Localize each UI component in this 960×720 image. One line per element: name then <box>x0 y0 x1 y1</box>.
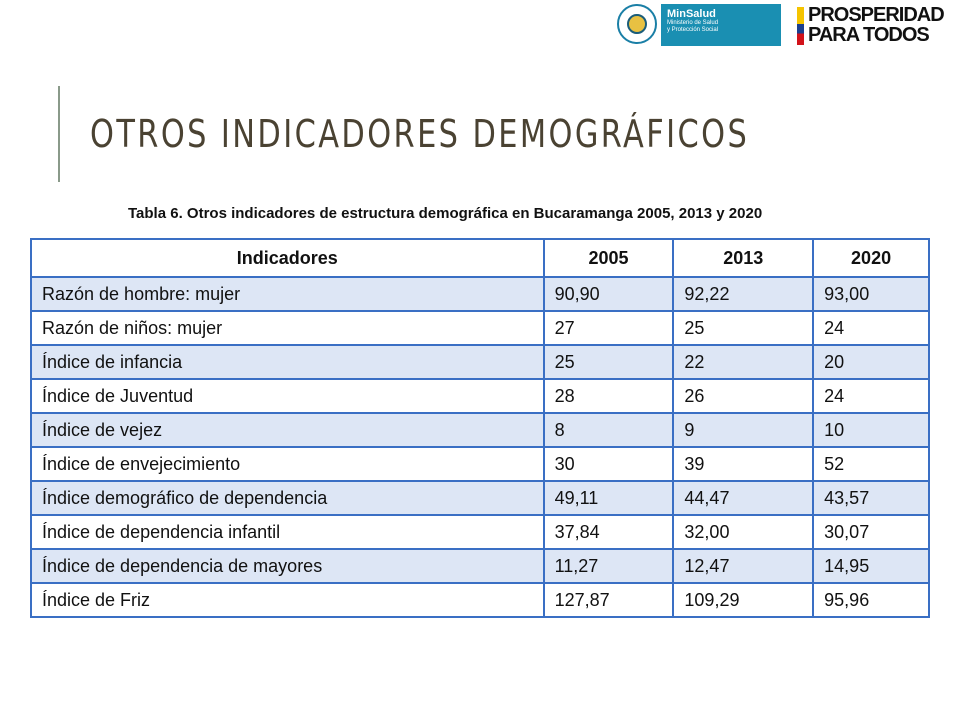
prosperidad-logo: PROSPERIDAD PARA TODOS <box>808 5 960 45</box>
indicator-value: 9 <box>672 412 815 448</box>
indicator-value: 24 <box>812 378 930 414</box>
indicator-value: 11,27 <box>542 548 675 584</box>
indicator-value: 10 <box>812 412 930 448</box>
table-caption: Tabla 6. Otros indicadores de estructura… <box>128 205 763 222</box>
table-row: Índice de Juventud 28 26 24 <box>30 378 930 414</box>
header-2005: 2005 <box>542 238 675 278</box>
indicator-value: 92,22 <box>672 276 815 312</box>
title-accent-line <box>58 86 60 182</box>
minsalud-subtitle-1: Ministerio de Salud <box>667 20 719 26</box>
table-row: Índice de vejez 8 9 10 <box>30 412 930 448</box>
header-2020: 2020 <box>812 238 930 278</box>
indicator-value: 24 <box>812 310 930 346</box>
indicator-value: 95,96 <box>812 582 930 618</box>
indicator-label: Índice de infancia <box>30 344 545 380</box>
indicator-value: 8 <box>542 412 675 448</box>
indicator-value: 39 <box>672 446 815 482</box>
indicator-value: 43,57 <box>812 480 930 516</box>
indicator-value: 30,07 <box>812 514 930 550</box>
indicator-value: 90,90 <box>542 276 675 312</box>
indicator-value: 26 <box>672 378 815 414</box>
colombia-seal-logo <box>617 4 657 44</box>
indicator-value: 22 <box>672 344 815 380</box>
table-header-row: Indicadores 2005 2013 2020 <box>30 238 930 278</box>
indicator-value: 14,95 <box>812 548 930 584</box>
indicator-label: Índice de envejecimiento <box>30 446 545 482</box>
header-indicadores: Indicadores <box>30 238 545 278</box>
indicator-value: 25 <box>542 344 675 380</box>
indicator-label: Razón de hombre: mujer <box>30 276 545 312</box>
table-row: Índice demográfico de dependencia 49,11 44… <box>30 480 930 516</box>
table-row: Índice de dependencia infantil 37,84 32,00… <box>30 514 930 550</box>
table-body: Razón de hombre: mujer 90,90 92,22 93,00 Raz… <box>30 276 930 618</box>
indicator-label: Índice de dependencia de mayores <box>30 548 545 584</box>
minsalud-title: MinSalud <box>667 8 716 20</box>
table-row: Índice de dependencia de mayores 11,27 12,… <box>30 548 930 584</box>
indicator-value: 93,00 <box>812 276 930 312</box>
indicator-value: 30 <box>542 446 675 482</box>
indicators-table: Indicadores 2005 2013 2020 Razón de homb… <box>30 238 930 618</box>
slide-title: OTROS INDICADORES DEMOGRÁFICOS <box>90 112 750 156</box>
indicator-value: 49,11 <box>542 480 675 516</box>
indicator-label: Índice de dependencia infantil <box>30 514 545 550</box>
indicator-label: Índice demográfico de dependencia <box>30 480 545 516</box>
table-row: Índice de Friz 127,87 109,29 95,96 <box>30 582 930 618</box>
indicator-value: 44,47 <box>672 480 815 516</box>
prosperidad-flag-mark <box>797 7 804 45</box>
prosperidad-line-2: PARA TODOS <box>808 24 930 46</box>
indicator-label: Índice de Friz <box>30 582 545 618</box>
table-row: Razón de hombre: mujer 90,90 92,22 93,00 <box>30 276 930 312</box>
indicator-value: 27 <box>542 310 675 346</box>
indicator-value: 109,29 <box>672 582 815 618</box>
indicator-label: Índice de vejez <box>30 412 545 448</box>
minsalud-logo: MinSalud Ministerio de Salud y Protecció… <box>661 4 781 46</box>
indicator-value: 52 <box>812 446 930 482</box>
indicator-value: 32,00 <box>672 514 815 550</box>
table-row: Índice de infancia 25 22 20 <box>30 344 930 380</box>
indicator-value: 25 <box>672 310 815 346</box>
indicator-value: 20 <box>812 344 930 380</box>
header-2013: 2013 <box>672 238 815 278</box>
indicator-value: 12,47 <box>672 548 815 584</box>
table-row: Índice de envejecimiento 30 39 52 <box>30 446 930 482</box>
minsalud-subtitle-2: y Protección Social <box>667 27 719 33</box>
indicator-value: 127,87 <box>542 582 675 618</box>
table-row: Razón de niños: mujer 27 25 24 <box>30 310 930 346</box>
seal-emblem <box>627 14 647 34</box>
indicator-label: Razón de niños: mujer <box>30 310 545 346</box>
indicator-label: Índice de Juventud <box>30 378 545 414</box>
prosperidad-line-1: PROSPERIDAD <box>808 4 945 26</box>
indicator-value: 37,84 <box>542 514 675 550</box>
indicator-value: 28 <box>542 378 675 414</box>
